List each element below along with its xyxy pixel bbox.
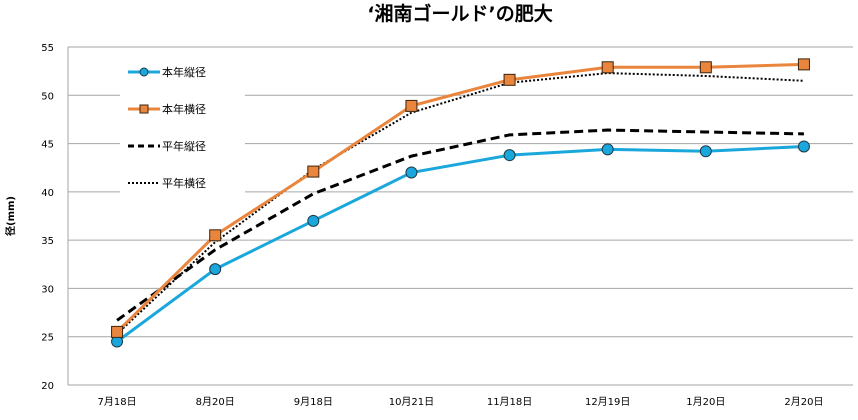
series-line: [116, 72, 804, 335]
x-tick-label: 12月19日: [585, 396, 630, 408]
x-tick-label: 9月18日: [294, 396, 333, 408]
series-line: [116, 128, 804, 322]
series-line: [116, 144, 805, 343]
legend-label: 本年横径: [162, 102, 206, 116]
legend-label: 平年横径: [162, 176, 206, 190]
x-tick-label: 2月20日: [784, 396, 823, 408]
series-line: [116, 62, 804, 333]
data-point: [405, 99, 418, 112]
data-point: [601, 61, 614, 74]
legend-background: [120, 55, 245, 195]
x-tick-label: 10月21日: [389, 396, 434, 408]
y-tick-label: 45: [41, 140, 54, 151]
data-point: [797, 58, 810, 71]
data-point: [405, 166, 418, 179]
y-tick-label: 20: [41, 381, 54, 392]
data-point: [503, 149, 516, 162]
x-tick-label: 7月18日: [98, 396, 137, 408]
data-point: [503, 73, 516, 86]
data-point: [601, 143, 614, 156]
y-tick-label: 35: [41, 236, 54, 247]
data-point: [699, 145, 712, 158]
y-tick-label: 50: [41, 91, 54, 102]
data-point: [307, 214, 320, 227]
data-point: [111, 325, 124, 338]
y-axis-label: 径(mm): [4, 196, 17, 236]
data-point: [209, 263, 222, 276]
data-point: [209, 229, 222, 242]
y-tick-label: 25: [41, 333, 54, 344]
x-tick-label: 1月20日: [686, 396, 725, 408]
y-tick-label: 40: [41, 188, 54, 199]
data-point: [699, 61, 712, 74]
chart-title: ‘湘南ゴールド’の肥大: [367, 2, 552, 25]
x-tick-label: 8月20日: [196, 396, 235, 408]
y-tick-label: 55: [41, 43, 54, 54]
data-point: [797, 140, 810, 153]
legend-label: 本年縦径: [162, 65, 206, 79]
legend-marker: [139, 104, 149, 114]
legend-label: 平年縦径: [162, 139, 206, 153]
y-tick-label: 30: [41, 284, 54, 295]
data-point: [307, 165, 320, 178]
x-tick-label: 11月18日: [487, 396, 532, 408]
legend-marker: [139, 67, 149, 77]
